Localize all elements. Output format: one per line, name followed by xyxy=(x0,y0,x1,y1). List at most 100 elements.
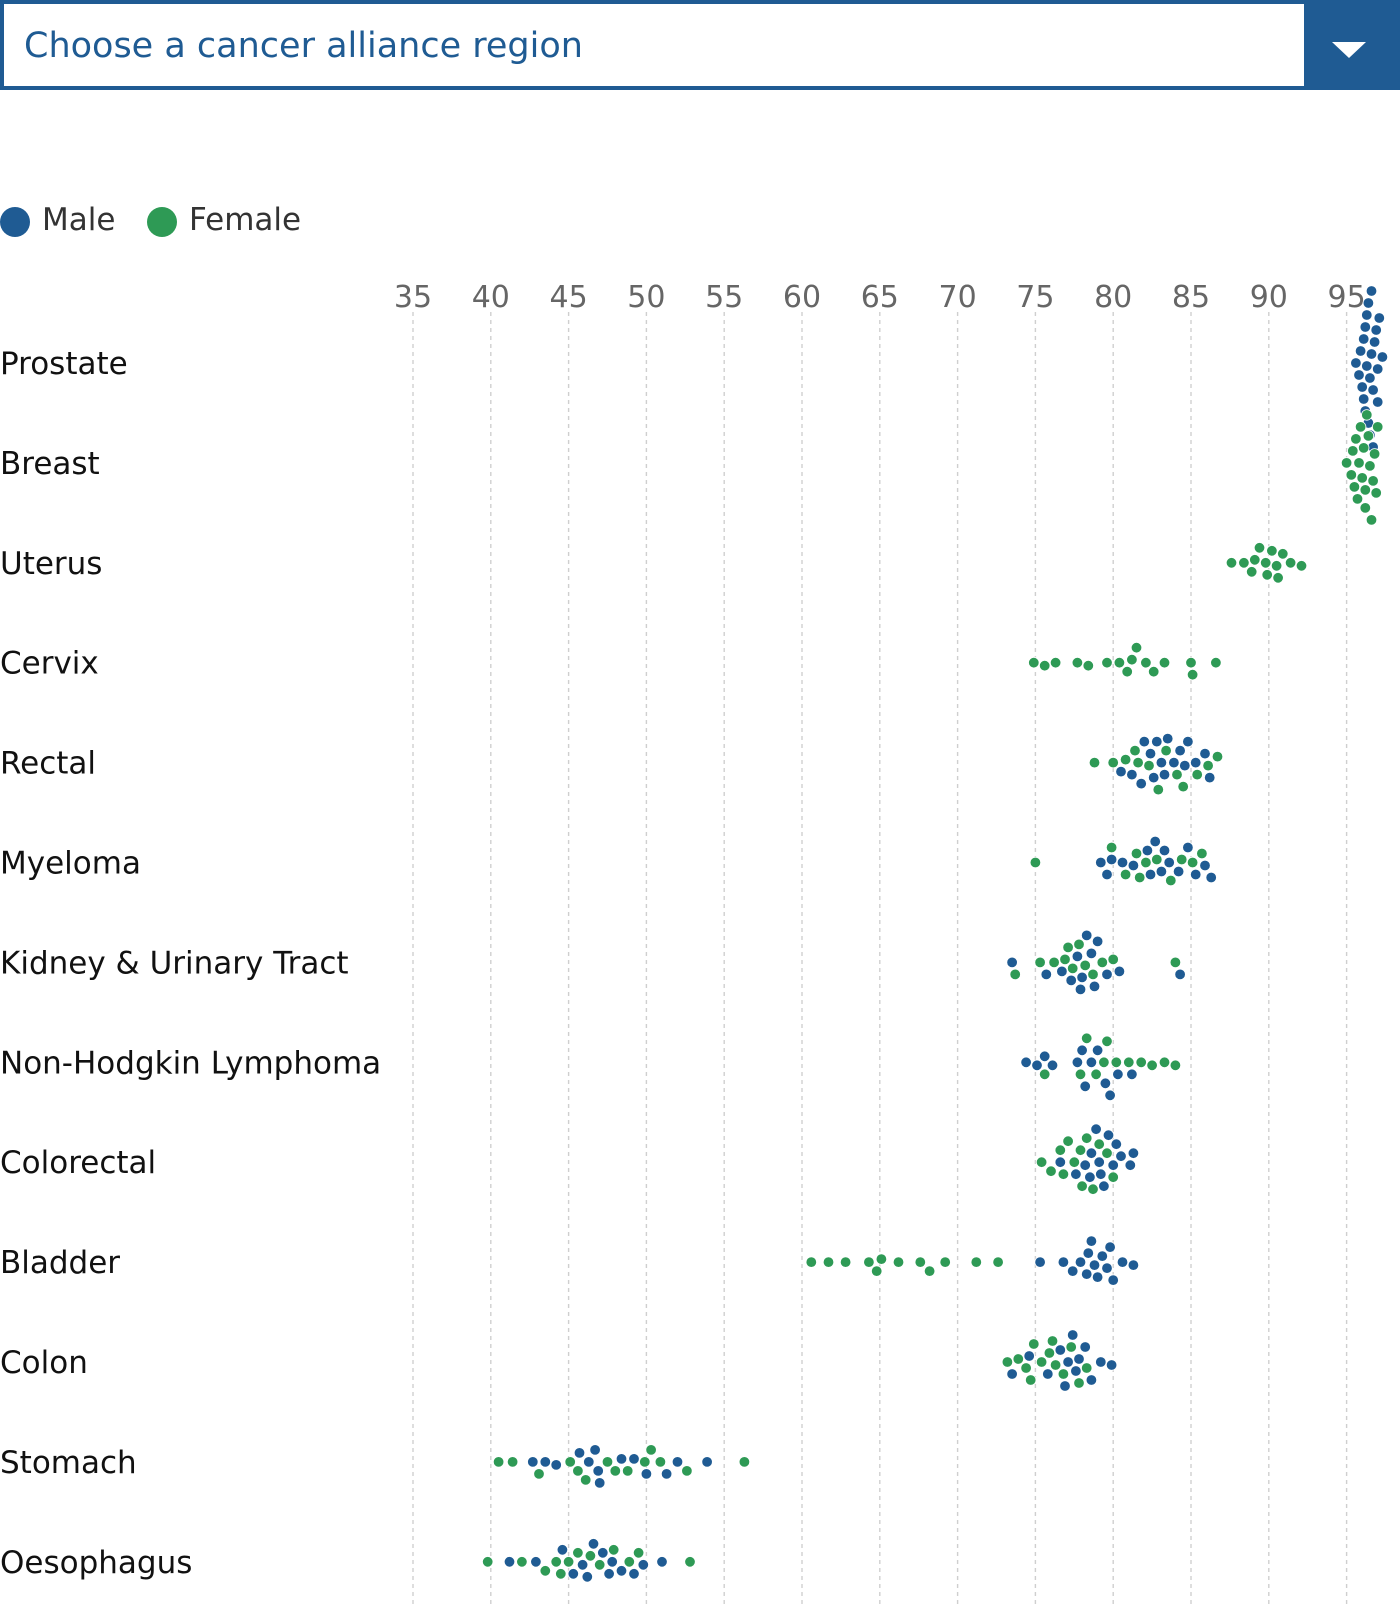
male-point xyxy=(573,1447,586,1459)
female-point xyxy=(970,1256,983,1268)
female-point xyxy=(1119,753,1132,766)
female-point xyxy=(1073,938,1085,951)
male-point xyxy=(1091,935,1104,948)
female-point xyxy=(1186,856,1199,869)
male-point xyxy=(503,1556,516,1568)
female-point xyxy=(1365,514,1378,526)
male-point xyxy=(1070,1168,1082,1180)
female-point xyxy=(1087,968,1099,981)
category-label: Myeloma xyxy=(0,846,141,882)
male-point xyxy=(581,1571,594,1583)
x-tick-label: 70 xyxy=(939,280,977,315)
female-point xyxy=(555,1568,567,1580)
category-label: Colorectal xyxy=(0,1145,156,1181)
female-point xyxy=(572,1465,584,1477)
female-point xyxy=(1185,657,1197,669)
male-point xyxy=(592,1465,604,1477)
male-point xyxy=(1168,756,1180,769)
female-point xyxy=(1351,493,1364,505)
female-point xyxy=(1165,874,1177,887)
male-point xyxy=(1116,1256,1129,1268)
female-point xyxy=(1347,445,1359,457)
male-point xyxy=(1110,1138,1123,1150)
female-point xyxy=(639,1456,651,1468)
female-point xyxy=(1177,780,1189,793)
male-point xyxy=(1371,396,1384,408)
male-point xyxy=(1149,835,1161,848)
male-point xyxy=(1144,868,1157,881)
female-point xyxy=(1270,560,1283,572)
female-point xyxy=(1171,768,1183,781)
female-point xyxy=(1367,475,1379,487)
female-point xyxy=(738,1456,751,1468)
male-point xyxy=(1127,859,1140,872)
female-point xyxy=(1035,1156,1048,1168)
male-point xyxy=(1095,856,1107,869)
male-point xyxy=(1085,1235,1098,1247)
female-point xyxy=(1110,1056,1123,1069)
male-point xyxy=(1105,1359,1118,1371)
female-point xyxy=(1119,868,1132,881)
female-point xyxy=(1020,1362,1032,1374)
male-point xyxy=(1074,983,1087,996)
male-point xyxy=(1080,929,1093,942)
male-point xyxy=(1065,974,1077,987)
male-point xyxy=(615,1453,628,1465)
female-point xyxy=(539,1565,552,1577)
region-select-toggle[interactable] xyxy=(1304,4,1396,86)
female-point xyxy=(1160,744,1172,757)
female-point xyxy=(1046,1335,1059,1347)
female-point xyxy=(1362,430,1375,442)
female-point xyxy=(645,1444,657,1456)
male-point xyxy=(1357,393,1370,405)
male-point xyxy=(1074,1256,1087,1268)
male-point xyxy=(1096,1250,1109,1262)
male-point xyxy=(628,1568,640,1580)
female-point xyxy=(1082,660,1095,672)
female-point xyxy=(1353,457,1365,469)
female-point xyxy=(1147,666,1160,678)
female-point xyxy=(863,1256,875,1268)
male-point xyxy=(1102,1129,1115,1141)
male-point xyxy=(1359,321,1372,333)
male-point xyxy=(1088,980,1101,993)
female-point xyxy=(1169,956,1182,969)
female-point xyxy=(992,1256,1004,1268)
male-point xyxy=(1350,357,1362,369)
category-label: Uterus xyxy=(0,546,102,582)
female-point xyxy=(1057,1368,1070,1380)
male-point xyxy=(1155,865,1168,878)
female-point xyxy=(1068,1156,1081,1168)
category-label: Colon xyxy=(0,1345,88,1381)
female-point xyxy=(914,1256,927,1268)
female-point xyxy=(1105,841,1118,854)
female-point xyxy=(1146,1059,1158,1072)
male-point xyxy=(1107,1274,1119,1286)
female-point xyxy=(533,1468,545,1480)
female-point xyxy=(1028,657,1040,669)
male-point xyxy=(1126,768,1138,781)
female-point xyxy=(1133,871,1146,884)
male-point xyxy=(1155,756,1168,769)
female-point xyxy=(1129,744,1141,757)
female-point xyxy=(1140,657,1152,669)
male-point xyxy=(1071,1056,1084,1069)
female-point xyxy=(1028,1338,1040,1350)
male-point xyxy=(1376,351,1389,363)
male-point xyxy=(1079,1080,1091,1093)
male-point xyxy=(1070,1365,1082,1377)
region-select[interactable]: Choose a cancer alliance region xyxy=(0,0,1400,90)
female-point xyxy=(1361,409,1373,421)
male-point xyxy=(1054,1344,1067,1356)
x-tick-label: 75 xyxy=(1016,280,1054,315)
female-point xyxy=(939,1256,951,1268)
male-point xyxy=(1199,747,1211,760)
male-point xyxy=(615,1565,628,1577)
female-point xyxy=(1080,1132,1093,1144)
x-tick-label: 60 xyxy=(783,280,821,315)
male-point xyxy=(597,1547,609,1559)
female-point xyxy=(1261,569,1273,581)
female-point xyxy=(1354,421,1367,433)
female-point xyxy=(1371,421,1384,433)
female-point xyxy=(1175,853,1188,866)
